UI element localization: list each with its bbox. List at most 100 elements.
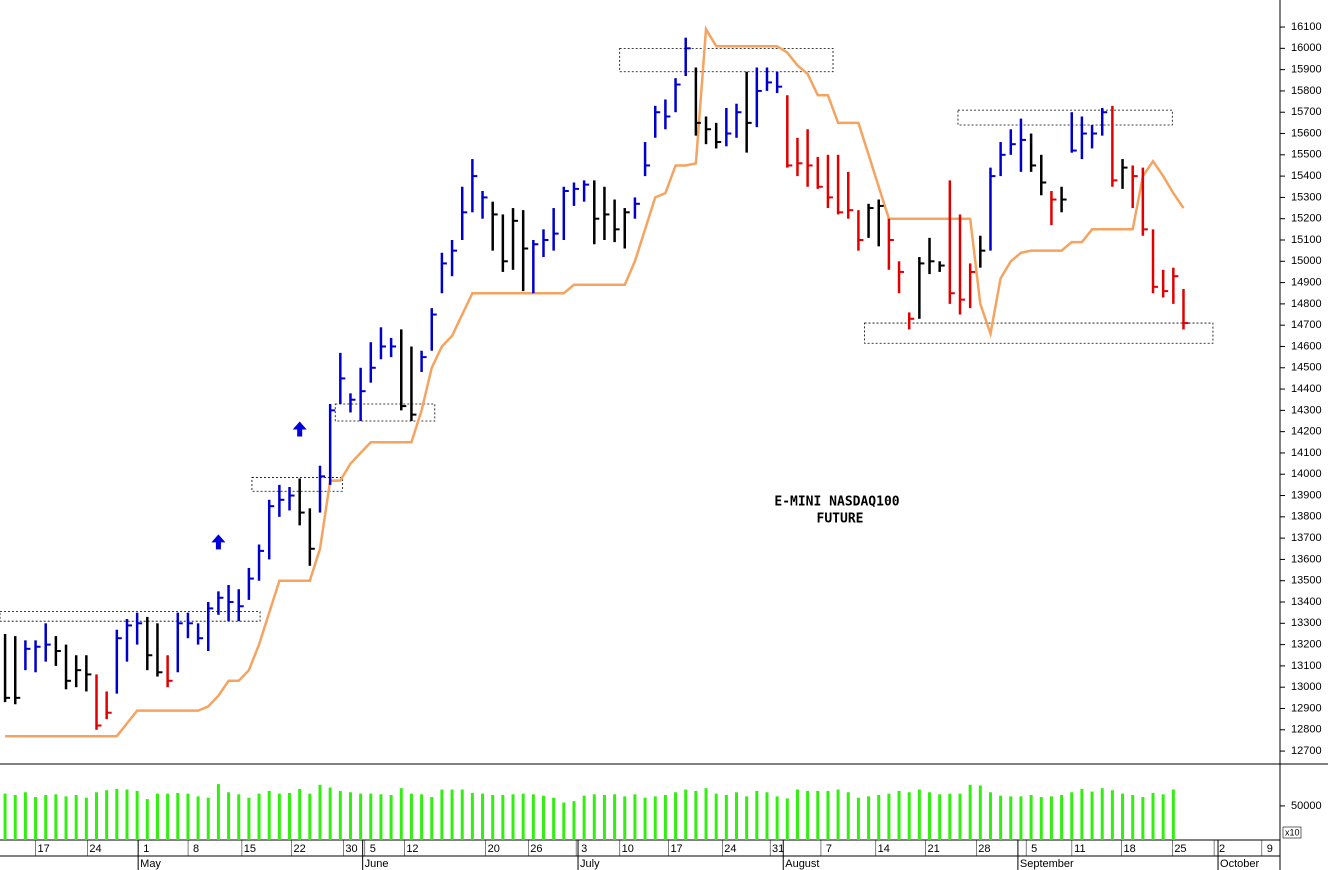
volume-bar <box>948 793 952 840</box>
y-tick-label: 12700 <box>1291 745 1322 757</box>
volume-bar <box>572 801 576 840</box>
volume-bar <box>938 794 942 840</box>
volume-bar <box>907 792 911 840</box>
x-tick-label: 28 <box>978 843 990 855</box>
volume-bar <box>135 790 139 840</box>
volume-bar <box>735 792 739 840</box>
x-tick-label: 2 <box>1219 843 1225 855</box>
volume-bar <box>379 794 383 840</box>
month-label: June <box>365 858 389 870</box>
volume-bar <box>582 795 586 840</box>
y-tick-label: 15300 <box>1291 191 1322 203</box>
volume-bar <box>1049 796 1053 840</box>
x-tick-label: 14 <box>878 843 890 855</box>
x-tick-label: 5 <box>370 843 376 855</box>
stop-line <box>5 25 1185 738</box>
volume-bar <box>338 790 342 840</box>
volume-bar <box>877 795 881 840</box>
volume-bar <box>491 795 495 840</box>
volume-bar <box>237 794 241 840</box>
level-box <box>619 47 834 73</box>
volume-bar <box>166 793 170 840</box>
chart-title: E-MINI NASDAQ100 <box>774 495 899 510</box>
y-tick-label: 50000 <box>1291 800 1322 812</box>
x-tick-label: 12 <box>406 843 418 855</box>
x-tick-label: 21 <box>927 843 939 855</box>
chart-title: FUTURE <box>817 512 864 527</box>
x-tick-label: 17 <box>38 843 50 855</box>
volume-bar <box>897 790 901 840</box>
y-tick-label: 15600 <box>1291 127 1322 139</box>
x-tick-label: 7 <box>826 843 832 855</box>
volume-bar <box>674 792 678 840</box>
volume-bar <box>1080 788 1084 840</box>
x-tick-label: 18 <box>1124 843 1136 855</box>
y-tick-label: 14600 <box>1291 340 1322 352</box>
volume-bar <box>3 793 7 840</box>
volume-bar <box>826 790 830 840</box>
y-tick-label: 15500 <box>1291 149 1322 161</box>
volume-bar <box>125 789 129 840</box>
y-tick-label: 13200 <box>1291 639 1322 651</box>
volume-bar <box>95 792 99 840</box>
month-label: October <box>1220 858 1259 870</box>
y-tick-label: 14000 <box>1291 468 1322 480</box>
volume-bar <box>277 793 281 840</box>
y-tick-label: 13800 <box>1291 511 1322 523</box>
volume-bar <box>267 790 271 840</box>
volume-bar <box>602 795 606 840</box>
volume-bar <box>450 789 454 840</box>
x-tick-label: 10 <box>622 843 634 855</box>
volume-bar <box>836 789 840 840</box>
volume-bar <box>420 794 424 840</box>
x-tick-label: 17 <box>670 843 682 855</box>
level-box <box>0 611 261 622</box>
x-tick-label: 5 <box>1031 843 1037 855</box>
y-tick-label: 14800 <box>1291 298 1322 310</box>
volume-bar <box>206 797 210 840</box>
y-tick-label: 15700 <box>1291 106 1322 118</box>
volume-bar <box>714 793 718 840</box>
volume-bar <box>1161 794 1165 840</box>
volume-bar <box>887 793 891 840</box>
volume-bar <box>856 797 860 840</box>
y-tick-label: 14900 <box>1291 276 1322 288</box>
volume-bar <box>755 790 759 840</box>
volume-bar <box>795 789 799 840</box>
volume-bar <box>1029 795 1033 840</box>
x-tick-label: 25 <box>1174 843 1186 855</box>
y-tick-label: 14700 <box>1291 319 1322 331</box>
y-tick-label: 12800 <box>1291 724 1322 736</box>
volume-bar <box>399 788 403 840</box>
volume-bar <box>105 790 109 840</box>
y-tick-label: 13700 <box>1291 532 1322 544</box>
volume-bar <box>613 794 617 840</box>
volume-bar <box>521 793 525 840</box>
volume-bar <box>440 789 444 840</box>
x-tick-label: 31 <box>772 843 784 855</box>
volume-bar <box>592 794 596 840</box>
volume-bar <box>816 790 820 840</box>
volume-bar <box>663 795 667 840</box>
volume-bar <box>318 784 322 840</box>
x-tick-label: 24 <box>89 843 101 855</box>
volume-bar <box>74 795 78 840</box>
volume-bar <box>653 796 657 840</box>
y-tick-label: 15100 <box>1291 234 1322 246</box>
y-tick-label: 13000 <box>1291 681 1322 693</box>
volume-bar <box>298 788 302 840</box>
signal-arrow <box>211 534 226 550</box>
y-tick-label: 14100 <box>1291 447 1322 459</box>
signal-arrow <box>292 421 307 437</box>
y-tick-label: 15900 <box>1291 64 1322 76</box>
month-label: September <box>1020 858 1074 870</box>
y-tick-label: 13500 <box>1291 575 1322 587</box>
volume-bar <box>999 795 1003 840</box>
volume-bar <box>186 793 190 840</box>
x-tick-label: 15 <box>244 843 256 855</box>
volume-bar <box>54 794 58 840</box>
month-label: August <box>785 858 819 870</box>
y-tick-label: 14300 <box>1291 404 1322 416</box>
y-tick-label: 14200 <box>1291 426 1322 438</box>
